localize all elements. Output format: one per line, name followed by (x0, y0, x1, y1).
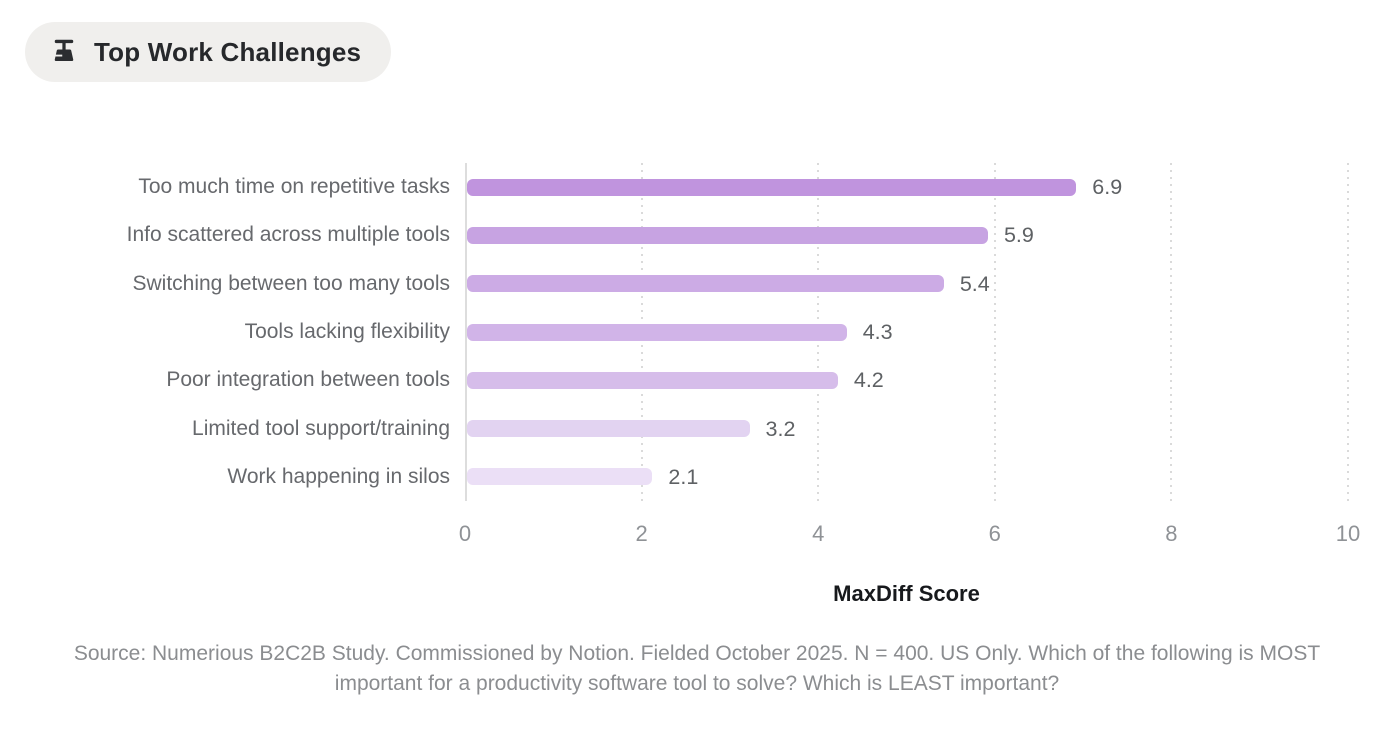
category-label: Too much time on repetitive tasks (138, 175, 450, 199)
bar-value-label: 5.4 (959, 271, 990, 296)
x-axis-title: MaxDiff Score (833, 581, 980, 606)
category-label: Limited tool support/training (192, 416, 450, 440)
plot-area: 6.9 5.9 5.4 4.3 4.2 3.2 2.1 (465, 163, 1349, 501)
category-label: Work happening in silos (227, 464, 450, 488)
bar (467, 275, 944, 293)
y-axis-line (465, 163, 467, 501)
gridline (993, 163, 996, 501)
bar (467, 371, 838, 389)
bar (467, 178, 1077, 196)
x-tick-label: 2 (635, 521, 648, 546)
category-label: Poor integration between tools (166, 368, 450, 392)
x-tick-label: 6 (988, 521, 1001, 546)
bar (467, 323, 847, 341)
category-labels: Too much time on repetitive tasks Info sc… (0, 163, 450, 501)
bar-value-label: 4.3 (862, 320, 893, 344)
category-label: Info scattered across multiple tools (126, 223, 450, 247)
category-label: Tools lacking flexibility (244, 320, 450, 343)
broom-icon (49, 37, 79, 67)
page-title: Top Work Challenges (94, 36, 362, 67)
gridline (1170, 163, 1173, 501)
gridline (1347, 163, 1349, 501)
bar (467, 226, 988, 244)
bar (467, 420, 750, 438)
x-tick-label: 4 (812, 521, 825, 546)
bar-value-label: 2.1 (668, 464, 699, 489)
bar-value-label: 5.9 (1003, 223, 1034, 248)
source-footnote: Source: Numerious B2C2B Study. Commissio… (73, 642, 1321, 695)
x-tick-label: 10 (1335, 521, 1361, 546)
bar-value-label: 4.2 (853, 368, 884, 393)
category-label: Switching between too many tools (132, 271, 450, 295)
x-tick-label: 8 (1165, 521, 1178, 546)
bar-value-label: 3.2 (765, 416, 796, 441)
x-ticks: 0 2 4 6 8 10 (459, 521, 1360, 549)
bar (467, 468, 653, 486)
x-tick-label: 0 (458, 521, 472, 546)
bar-value-label: 6.9 (1092, 175, 1123, 200)
chart-title-pill: Top Work Challenges (25, 22, 392, 82)
